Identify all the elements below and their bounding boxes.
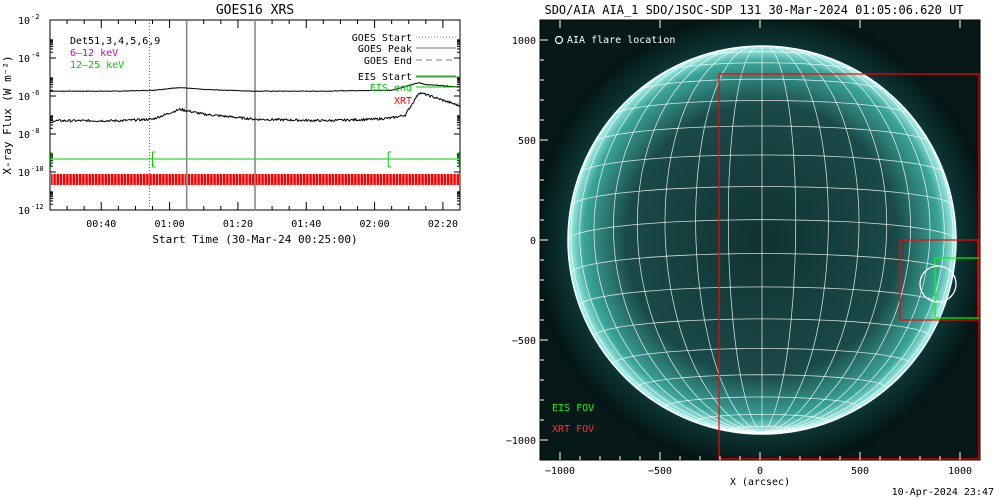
longitude-line: [695, 46, 763, 434]
aia-flare-legend-marker: [554, 35, 564, 45]
aia-y-tick-label: 0: [530, 236, 536, 247]
longitude-line: [612, 48, 763, 434]
aia-y-tick-label: 500: [518, 136, 536, 147]
longitude-line: [761, 54, 945, 434]
eis-fov-box: [934, 257, 980, 319]
goes-legend-left-item: Det51,3,4,5,6,9: [70, 36, 160, 47]
longitude-line: [761, 48, 912, 434]
goes-x-tick-label: 01:40: [291, 219, 321, 230]
xrt-fov-label: XRT FOV: [552, 424, 594, 435]
goes-y-tick-label: 10: [18, 206, 30, 217]
goes-y-tick-exponent: -12: [31, 203, 44, 211]
longitude-line: [593, 48, 763, 434]
goes-legend-right-item: GOES Start: [352, 33, 412, 44]
longitude-line: [664, 46, 763, 434]
aia-flare-legend-label: AIA flare location: [567, 35, 675, 46]
longitude-line: [761, 46, 797, 434]
goes-y-axis-label: X-ray Flux (W m⁻²): [1, 55, 14, 174]
goes-x-tick-label: 02:00: [360, 219, 390, 230]
aia-flare-location-marker: [919, 265, 957, 303]
goes-y-tick-exponent: -10: [31, 165, 44, 173]
longitude-line: [579, 54, 763, 434]
goes-x-axis: 00:40 01:00 01:20 01:40 02:00 02:20: [49, 20, 461, 230]
goes-y-tick-label: 10: [18, 92, 30, 103]
goes-flux-series: [49, 82, 461, 123]
longitude-line: [727, 46, 763, 434]
goes-y-tick-exponent: -2: [31, 13, 39, 21]
goes-y-tick-exponent: -8: [31, 127, 39, 135]
aia-y-tick-label: 1000: [512, 36, 536, 47]
goes-x-tick-label: 01:20: [223, 219, 253, 230]
goes-x-tick-label: 01:00: [155, 219, 185, 230]
longitude-line: [761, 75, 954, 434]
eis-fov-label: EIS FOV: [552, 403, 594, 414]
aia-x-tick-label: 0: [757, 466, 763, 477]
goes-legend-right-item: XRT: [394, 96, 412, 107]
goes-long-channel-line: [49, 82, 461, 92]
goes-y-tick-label: 10: [18, 54, 30, 65]
aia-x-tick-label: −500: [648, 466, 672, 477]
goes-x-tick-label: 00:40: [86, 219, 116, 230]
xrt-fov-box-small: [899, 239, 979, 321]
goes-legend-right-item: GOES End: [364, 56, 412, 67]
longitude-line: [636, 46, 763, 434]
goes-y-tick-label: 10: [18, 168, 30, 179]
aia-y-tick-label: −1000: [506, 436, 536, 447]
goes-legend-right-item: EIS end: [370, 83, 412, 94]
longitude-line: [570, 75, 763, 434]
goes-title: GOES16 XRS: [216, 3, 294, 18]
aia-axes: −1000 −500 0 500 1000 1000 500 0 −500 −1000: [506, 20, 972, 477]
aia-x-tick-label: −1000: [545, 466, 575, 477]
longitude-line: [761, 48, 931, 434]
aia-y-tick-label: −500: [512, 336, 536, 347]
goes-event-lines: [149, 20, 256, 210]
goes-y-tick-exponent: -4: [31, 51, 39, 59]
xrt-fov-box: [718, 73, 980, 460]
aia-x-tick-label: 1000: [948, 466, 972, 477]
goes-legend-left-item: 12–25 keV: [70, 60, 124, 71]
render-timestamp: 10-Apr-2024 23:47: [891, 487, 994, 498]
goes-legend-right-item: GOES Peak: [358, 44, 412, 55]
goes-legend-left-item: 6–12 keV: [70, 48, 118, 59]
aia-title: SDO/AIA AIA_1 SDO/JSOC-SDP 131 30-Mar-20…: [544, 3, 963, 17]
aia-panel: SDO/AIA AIA_1 SDO/JSOC-SDP 131 30-Mar-20…: [506, 3, 981, 488]
goes-x-axis-label: Start Time (30-Mar-24 00:25:00): [152, 233, 357, 246]
aia-fov-boxes: [718, 73, 980, 460]
longitude-line: [761, 46, 829, 434]
longitude-line: [761, 46, 860, 434]
longitude-line: [761, 46, 888, 434]
goes-legend-right-item: EIS Start: [358, 72, 412, 83]
aia-x-axis-label: X (arcsec): [730, 477, 790, 488]
goes-y-tick-exponent: -6: [31, 89, 39, 97]
goes-y-tick-label: 10: [18, 16, 30, 27]
goes-y-tick-label: 10: [18, 130, 30, 141]
goes-x-tick-label: 02:20: [428, 219, 458, 230]
goes-short-channel-line: [49, 91, 461, 123]
aia-x-tick-label: 500: [851, 466, 869, 477]
